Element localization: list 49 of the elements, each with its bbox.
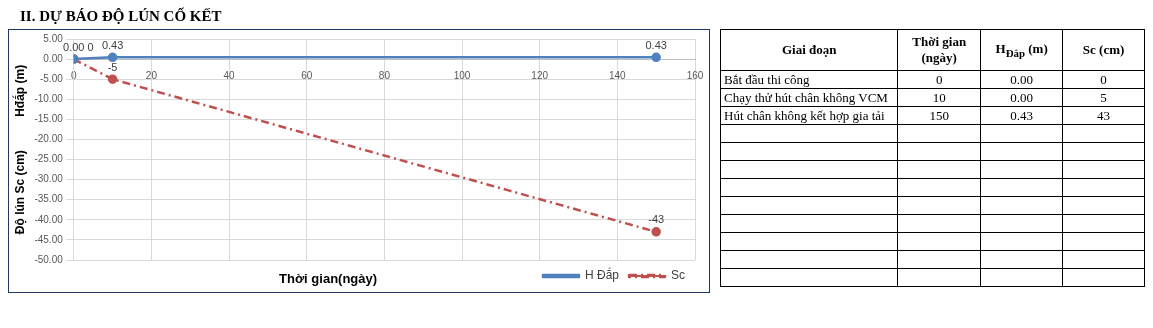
y-tick-label: -30.00	[34, 173, 64, 185]
category-label: H$_{Đắp}$ (m)	[980, 29, 1063, 71]
category-label: Sc (cm)	[1062, 29, 1145, 71]
y-tick-label: 5.00	[43, 32, 64, 44]
y-tick-label: -50.00	[34, 253, 64, 265]
x-tick-label: 140	[609, 69, 627, 81]
text: 0.00	[980, 88, 1063, 107]
legend-label: H Đắp	[584, 267, 620, 283]
category-label: Thời gian (ngày)	[897, 29, 981, 71]
text: 0.43	[980, 106, 1063, 125]
x-tick-label: 60	[301, 69, 313, 81]
x-axis-title: Thời gian(ngày)	[279, 271, 378, 286]
data-label: 0.00	[63, 40, 85, 53]
x-tick-label: 120	[531, 69, 549, 81]
legend-label: Sc	[671, 268, 686, 283]
data-label: 0.43	[101, 38, 124, 51]
y-tick-label: -20.00	[34, 133, 64, 145]
data-label: 0.43	[645, 38, 667, 51]
data-label: -43	[648, 213, 665, 226]
x-tick-label: 100	[453, 69, 471, 81]
y-tick-label: -5.00	[39, 72, 64, 84]
x-tick-label: 80	[378, 69, 391, 81]
y-tick-label: -40.00	[34, 213, 64, 225]
text: 10	[897, 88, 981, 107]
text: Chạy thử hút chân không VCM	[720, 88, 898, 107]
x-tick-label: 20	[145, 69, 158, 81]
text: Hút chân không kết hợp gia tải	[720, 106, 898, 125]
chart-title: II. DỰ BÁO ĐỘ LÚN CỐ KẾT	[20, 8, 223, 25]
y-tick-label: -15.00	[34, 113, 64, 125]
point	[107, 74, 118, 84]
x-tick-label: 160	[686, 69, 704, 81]
y-tick-label: -25.00	[34, 153, 64, 165]
point	[107, 52, 118, 63]
y-tick-label: 0.00	[43, 52, 64, 64]
text: 0.00	[980, 70, 1063, 89]
y-tick-label: -10.00	[34, 93, 64, 105]
y-tick-label: -35.00	[34, 193, 64, 205]
y-tick-label: -45.00	[34, 233, 64, 245]
text: 5	[1062, 88, 1145, 107]
text: Bắt đầu thi công	[720, 70, 898, 89]
x-tick-label: 40	[223, 69, 236, 81]
text: 150	[897, 106, 981, 125]
point	[651, 227, 661, 237]
category-label: Giai đoạn	[720, 29, 898, 71]
data-label: -5	[107, 60, 118, 73]
y-axis-title: Độ lún Sc (cm) Hđắp (m)	[11, 64, 27, 235]
point	[651, 52, 661, 63]
data-label: 0	[87, 40, 94, 53]
text: 43	[1062, 106, 1145, 125]
